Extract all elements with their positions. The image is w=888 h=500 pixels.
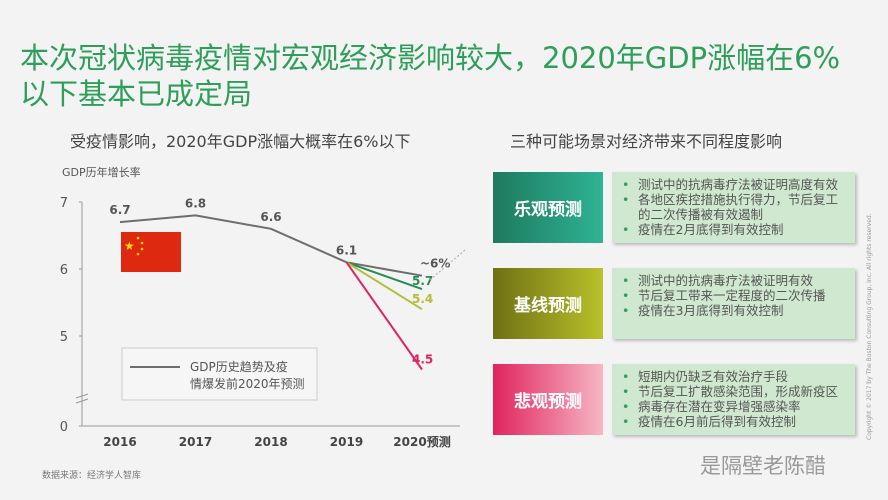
scenario-point: 疫情在6月前后得到有效控制 [622,414,849,429]
scenario-point: 节后复工带来一定程度的二次传播 [622,288,849,303]
x-tick-label: 2018 [254,435,287,449]
scenario-label: 基线预测 [493,268,603,339]
scenario-details: 测试中的抗病毒疗法被证明高度有效各地区疾控措施执行得力，节后复工的二次传播被有效… [612,172,855,243]
axis-break-mark [75,393,89,404]
data-label: 6.7 [109,203,130,217]
scenario-details: 测试中的抗病毒疗法被证明有效节后复工带来一定程度的二次传播疫情在3月底得到有效控… [612,268,855,339]
x-tick-label: 2017 [179,435,212,449]
x-tick-label: 2019 [330,435,363,449]
y-tick-label: 0 [60,420,68,435]
series-line-0 [119,214,423,277]
legend-label-line2: 情爆发前2020年预测 [190,376,305,391]
china-flag [121,232,181,272]
y-tick-label: 7 [60,196,68,211]
scenario-point: 测试中的抗病毒疗法被证明高度有效 [622,177,849,192]
data-label: ~6% [420,257,450,271]
chart-subtitle: 受疫情影响，2020年GDP涨幅大概率在6%以下 [70,132,411,151]
scenario-point: 测试中的抗病毒疗法被证明有效 [622,273,849,288]
scenarios-subtitle: 三种可能场景对经济带来不同程度影响 [510,132,783,151]
scenario-point: 短期内仍缺乏有效治疗手段 [622,369,849,384]
data-source: 数据来源：经济学人智库 [42,471,142,481]
scenario-point: 各地区疾控措施执行得力，节后复工的二次传播被有效遏制 [622,192,849,222]
x-tick-label: 2016 [103,435,136,449]
data-label: 6.1 [336,243,357,257]
data-label: 5.4 [412,292,433,306]
scenario-point: 疫情在2月底得到有效控制 [622,222,849,237]
series-line-2 [345,261,423,311]
scenario-details: 短期内仍缺乏有效治疗手段节后复工扩散感染范围，形成新疫区病毒存在潜在变异增强感染… [612,364,855,435]
page-title: 本次冠状病毒疫情对宏观经济影响较大，2020年GDP涨幅在6%以下基本已成定局 [20,41,841,111]
scenario-point: 节后复工扩散感染范围，形成新疫区 [622,384,849,399]
data-label: 4.5 [412,353,433,367]
flag-star-icon: ★ [124,239,135,253]
data-label: 5.7 [412,274,433,288]
watermark: 是隔壁老陈醋 [700,454,826,478]
flag-small-star-icon [140,241,144,245]
y-tick-label: 5 [60,330,68,345]
gdp-line-chart: GDP历年增长率 0 5 6 7 2016 2017 2018 2019 2020预测 ★ 6.7 6.… [60,165,466,449]
scenario-label: 乐观预测 [493,172,603,243]
legend-label-line1: GDP历史趋势及疫 [190,359,288,374]
legend-box [121,347,318,401]
series-line-1 [346,261,423,291]
scenario-point: 疫情在3月底得到有效控制 [622,303,849,318]
y-axis-label: GDP历年增长率 [62,165,141,179]
x-tick-label: 2020预测 [393,434,450,449]
copyright: Copyright © 2017 by The Boston Consultin… [866,213,873,440]
series-line-3 [345,261,423,371]
flag-small-star-icon [140,247,144,251]
data-label: 6.6 [260,210,281,224]
scenario-label: 悲观预测 [493,364,603,435]
scenario-point: 病毒存在潜在变异增强感染率 [622,399,849,414]
flag-small-star-icon [136,236,140,240]
y-tick-label: 6 [60,263,68,278]
flag-small-star-icon [136,252,140,256]
data-label: 6.8 [185,196,206,210]
